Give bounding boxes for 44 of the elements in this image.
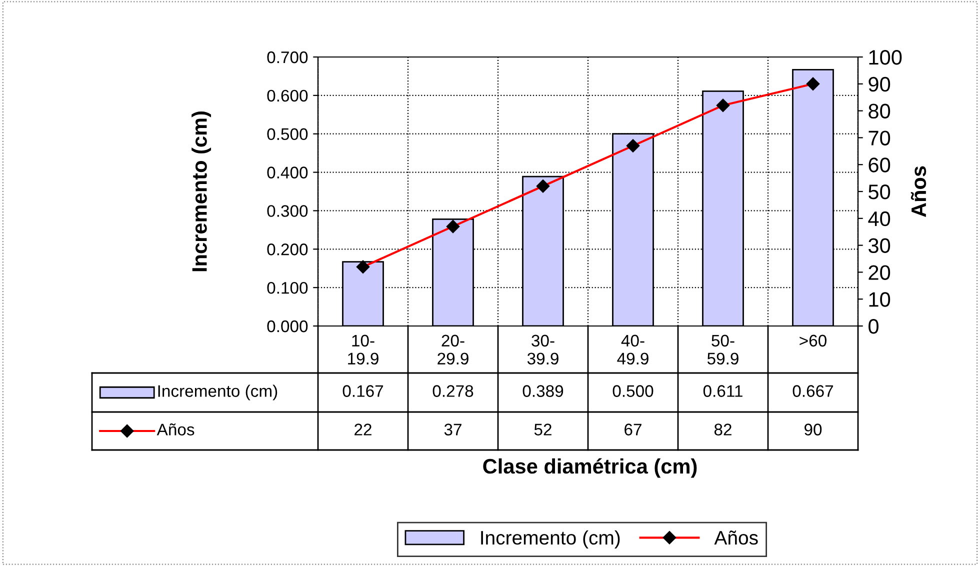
data-label: 0.389: [522, 385, 564, 397]
data-label: 22: [354, 424, 372, 436]
data-label: 82: [714, 424, 732, 436]
y2-tick-label: 80: [868, 104, 890, 119]
text: Incremento (cm): [481, 530, 620, 548]
x-tick-label: 50- 59.9: [707, 334, 738, 365]
data-label: 0.278: [432, 385, 474, 397]
y-tick-label: 0.400: [267, 166, 308, 178]
x-tick-label: 20- 29.9: [438, 334, 468, 365]
data-label: 67: [624, 424, 642, 436]
y-tick-label: 0.100: [267, 282, 308, 294]
legend-label: Años: [156, 423, 194, 436]
data-label: 0.667: [792, 385, 834, 397]
y2-tick-label: 90: [868, 76, 890, 92]
x-tick-label: >60: [800, 334, 826, 347]
y2-tick-label: 10: [869, 292, 890, 307]
y2-tick-label: 0: [868, 319, 878, 334]
y2-tick-label: 50: [868, 184, 890, 200]
data-label: 52: [534, 424, 552, 436]
y-tick-label: 0.700: [267, 51, 308, 64]
data-label: 37: [444, 424, 462, 436]
x-tick-label: 30- 39.9: [527, 334, 558, 365]
text: Años: [714, 530, 758, 545]
y2-tick-label: 40: [868, 211, 890, 226]
data-label: 0.500: [612, 385, 654, 397]
data-label: 0.167: [342, 385, 384, 397]
y2-tick-label: 70: [868, 130, 890, 146]
y2-tick-label: 20: [868, 265, 890, 280]
y-tick-label: 0.200: [267, 244, 308, 256]
x-axis-title: Clase diamétrica (cm): [483, 458, 697, 478]
data-label: 0.611: [703, 385, 742, 397]
data-label: 90: [804, 424, 822, 436]
y-tick-label: 0.500: [267, 128, 308, 140]
y-tick-label: 0.300: [267, 205, 308, 217]
y-tick-label: 0.000: [267, 320, 308, 332]
legend-label: Incremento (cm): [158, 384, 278, 400]
y2-tick-label: 100: [869, 50, 902, 65]
y-axis-title: Incremento (cm): [192, 112, 212, 272]
y-tick-label: 0.600: [267, 90, 308, 102]
y2-tick-label: 30: [868, 238, 890, 254]
y2-axis-title: Años: [910, 166, 926, 218]
y2-tick-label: 60: [868, 158, 890, 172]
x-tick-label: 40- 49.9: [617, 334, 648, 365]
x-tick-label: 10- 19.9: [348, 334, 378, 365]
